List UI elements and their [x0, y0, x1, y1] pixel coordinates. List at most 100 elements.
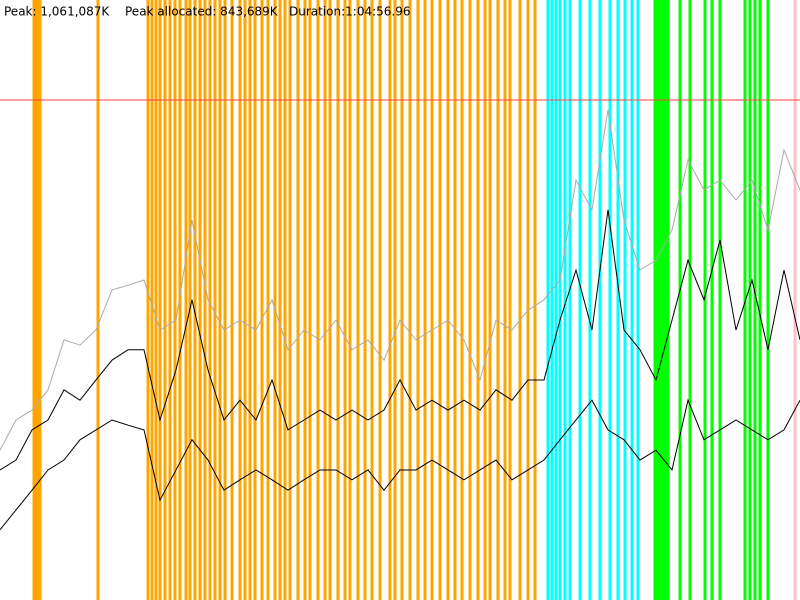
event-bar	[400, 0, 404, 600]
event-bar	[408, 0, 412, 600]
event-bar	[526, 0, 530, 600]
events	[32, 0, 797, 600]
event-bar	[550, 0, 554, 600]
event-bar	[598, 0, 602, 600]
event-bar	[146, 0, 150, 600]
event-bar	[663, 0, 667, 600]
event-bar	[238, 0, 242, 600]
event-bar	[688, 0, 692, 600]
event-bar	[438, 0, 442, 600]
event-bar	[328, 0, 332, 600]
event-bar	[793, 0, 797, 600]
event-bar	[336, 0, 340, 600]
event-bar	[416, 0, 420, 600]
event-bar	[188, 0, 192, 600]
event-bar	[223, 0, 227, 600]
event-bar	[96, 0, 100, 600]
event-bar	[243, 0, 247, 600]
peak-label: Peak: 1,061,087K	[4, 5, 110, 19]
event-bar	[446, 0, 450, 600]
event-bar	[748, 0, 752, 600]
event-bar	[356, 0, 360, 600]
event-bar	[658, 0, 662, 600]
event-bar	[150, 0, 154, 600]
event-bar	[616, 0, 620, 600]
event-bar	[348, 0, 352, 600]
event-bar	[661, 0, 665, 600]
event-bar	[198, 0, 202, 600]
event-bar	[718, 0, 722, 600]
event-bar	[253, 0, 257, 600]
event-bar	[363, 0, 367, 600]
event-bar	[460, 0, 464, 600]
peak-allocated-label: Peak allocated: 843,689K	[125, 5, 279, 19]
event-bar	[533, 0, 537, 600]
event-bar	[393, 0, 397, 600]
event-bar	[666, 0, 670, 600]
event-bar	[283, 0, 287, 600]
event-bar	[173, 0, 177, 600]
event-bar	[653, 0, 657, 600]
event-bar	[303, 0, 307, 600]
event-bar	[288, 0, 292, 600]
event-bar	[546, 0, 550, 600]
series-line	[0, 109, 800, 451]
event-bar	[568, 0, 572, 600]
event-bar	[273, 0, 277, 600]
event-bar	[184, 0, 188, 600]
event-bar	[703, 0, 707, 600]
event-bar	[213, 0, 217, 600]
event-bar	[554, 0, 558, 600]
event-bar	[323, 0, 327, 600]
event-bar	[168, 0, 172, 600]
series-line	[0, 209, 800, 471]
event-bar	[563, 0, 567, 600]
event-bar	[453, 0, 457, 600]
event-bar	[766, 0, 770, 600]
event-bar	[743, 0, 747, 600]
event-bar	[296, 0, 300, 600]
event-bar	[430, 0, 434, 600]
event-bar	[678, 0, 682, 600]
event-bar	[218, 0, 222, 600]
event-bar	[316, 0, 320, 600]
event-bar	[203, 0, 207, 600]
event-bar	[656, 0, 660, 600]
event-bar	[32, 0, 36, 600]
event-bar	[636, 0, 640, 600]
event-bar	[758, 0, 762, 600]
event-bar	[476, 0, 480, 600]
event-bar	[158, 0, 162, 600]
duration-label: Duration:1:04:56.96	[289, 5, 411, 19]
event-bar	[34, 0, 38, 600]
event-bar	[260, 0, 264, 600]
event-bar	[608, 0, 612, 600]
event-bar	[578, 0, 582, 600]
event-bar	[163, 0, 167, 600]
event-bar	[230, 0, 234, 600]
event-bar	[488, 0, 492, 600]
lines	[0, 99, 800, 531]
event-bar	[178, 0, 182, 600]
event-bar	[38, 0, 42, 600]
event-bar	[308, 0, 312, 600]
event-bar	[423, 0, 427, 600]
event-bar	[483, 0, 487, 600]
event-bar	[266, 0, 270, 600]
event-bar	[388, 0, 392, 600]
event-bar	[558, 0, 562, 600]
event-bar	[623, 0, 627, 600]
event-bar	[278, 0, 282, 600]
event-bar	[36, 0, 40, 600]
event-bar	[588, 0, 592, 600]
series-line	[0, 398, 800, 531]
event-bar	[630, 0, 634, 600]
event-bar	[248, 0, 252, 600]
event-bar	[193, 0, 197, 600]
event-bar	[508, 0, 512, 600]
event-bar	[468, 0, 472, 600]
event-bar	[518, 0, 522, 600]
event-bar	[378, 0, 382, 600]
event-bar	[496, 0, 500, 600]
